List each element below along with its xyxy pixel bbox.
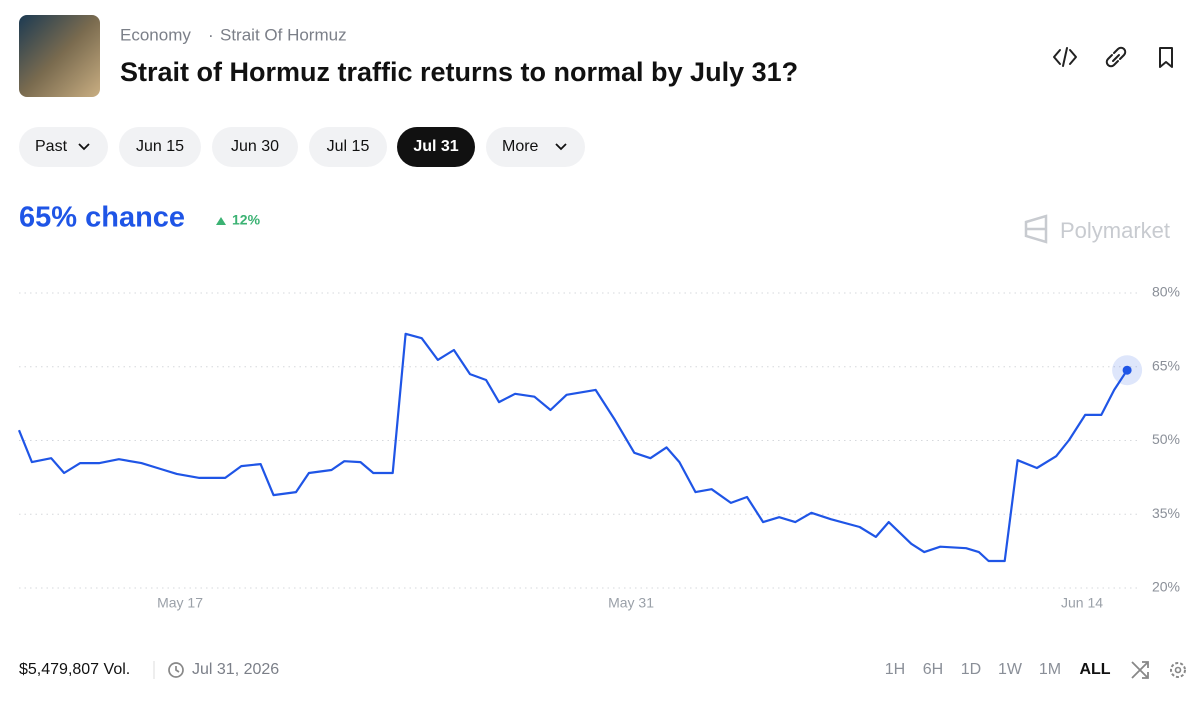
clock-hands bbox=[175, 666, 180, 673]
time-tab-label[interactable]: Jun 15 bbox=[136, 138, 184, 155]
breadcrumb-category[interactable]: Economy bbox=[120, 25, 191, 44]
dropdown-chevron bbox=[555, 143, 567, 151]
price-line bbox=[17, 332, 1129, 563]
breadcrumb-separator: · bbox=[208, 25, 214, 44]
y-tick-label: 20% bbox=[1152, 579, 1180, 595]
x-tick-label: Jun 14 bbox=[1061, 595, 1103, 611]
settings-icon-center bbox=[1174, 666, 1182, 674]
range-button[interactable]: 6H bbox=[923, 661, 943, 678]
time-tab-label[interactable]: Jul 15 bbox=[327, 138, 370, 155]
market-title: Strait of Hormuz traffic returns to norm… bbox=[120, 57, 798, 87]
x-tick-label: May 17 bbox=[157, 595, 203, 611]
change-arrow bbox=[216, 217, 226, 225]
time-tab[interactable] bbox=[119, 127, 201, 167]
link-icon[interactable] bbox=[1105, 46, 1127, 68]
range-button[interactable]: ALL bbox=[1079, 661, 1110, 678]
brand-watermark: Polymarket bbox=[1060, 218, 1170, 243]
y-tick-label: 50% bbox=[1152, 431, 1180, 447]
time-tab-label[interactable]: Jul 31 bbox=[413, 138, 458, 155]
embed-icon[interactable] bbox=[1053, 47, 1077, 67]
range-button[interactable]: 1H bbox=[885, 661, 905, 678]
range-button[interactable]: 1D bbox=[961, 661, 981, 678]
volume: $5,479,807 Vol. bbox=[19, 661, 130, 678]
range-button[interactable]: 1W bbox=[998, 661, 1023, 678]
time-tab[interactable] bbox=[486, 127, 585, 167]
brand-logo bbox=[1024, 214, 1048, 244]
y-tick-label: 35% bbox=[1152, 505, 1180, 521]
time-tab-label[interactable]: Past bbox=[35, 138, 68, 155]
y-tick-label: 65% bbox=[1152, 357, 1180, 373]
last-point bbox=[1122, 365, 1132, 375]
bookmark-icon[interactable] bbox=[1159, 47, 1173, 68]
breadcrumb-subcategory[interactable]: Strait Of Hormuz bbox=[220, 25, 347, 44]
chance-value: 65% chance bbox=[19, 202, 185, 234]
dropdown-chevron bbox=[78, 143, 90, 151]
y-tick-label: 80% bbox=[1152, 284, 1180, 300]
time-tab[interactable] bbox=[19, 127, 108, 167]
clock-icon bbox=[168, 662, 184, 678]
change-value: 12% bbox=[232, 212, 261, 228]
time-tab[interactable] bbox=[212, 127, 298, 167]
time-tab-label[interactable]: Jun 30 bbox=[231, 138, 279, 155]
range-button[interactable]: 1M bbox=[1039, 661, 1061, 678]
compare-icon[interactable] bbox=[1131, 661, 1149, 679]
market-thumbnail bbox=[19, 15, 100, 97]
time-tab-label[interactable]: More bbox=[502, 138, 539, 155]
time-tab[interactable] bbox=[397, 127, 475, 167]
end-date: Jul 31, 2026 bbox=[192, 661, 279, 678]
time-tab[interactable] bbox=[309, 127, 387, 167]
settings-icon[interactable] bbox=[1170, 662, 1186, 678]
x-tick-label: May 31 bbox=[608, 595, 654, 611]
